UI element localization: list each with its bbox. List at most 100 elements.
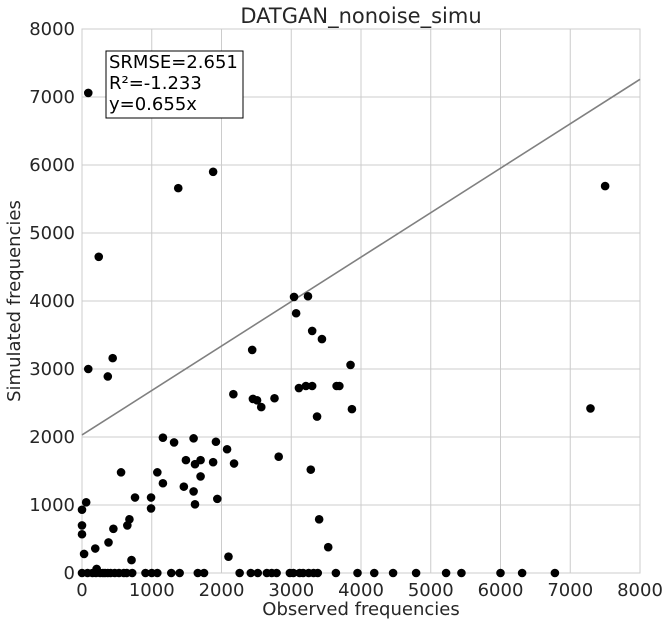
stats-r2: R²=-1.233 [109, 73, 202, 94]
x-axis-label: Observed frequencies [262, 599, 459, 620]
data-point [335, 381, 344, 391]
data-point [312, 412, 322, 421]
data-point [314, 514, 324, 524]
y-tick-labels: 0 1000 2000 3000 4000 5000 6000 7000 8000 [29, 19, 75, 584]
data-point [586, 404, 595, 413]
stats-box: SRMSE=2.651 R²=-1.233 y=0.655x [105, 50, 244, 119]
data-point [169, 438, 179, 447]
data-point [79, 549, 89, 559]
data-point [211, 437, 221, 447]
x-tick-label: 7000 [547, 580, 593, 601]
data-point [208, 457, 218, 467]
data-point [94, 252, 104, 262]
data-point [301, 381, 311, 391]
data-point [127, 555, 136, 565]
data-point [256, 402, 266, 412]
data-point [291, 308, 301, 318]
data-point [229, 459, 239, 468]
x-tick-label: 0 [76, 580, 87, 601]
data-point [457, 568, 466, 578]
data-point [189, 434, 198, 443]
data-point [127, 568, 137, 578]
data-point [347, 404, 357, 414]
y-tick-label: 3000 [29, 359, 75, 380]
data-point [109, 524, 118, 534]
data-point [77, 529, 87, 539]
data-point [222, 444, 232, 454]
data-point [81, 497, 91, 507]
x-tick-label: 3000 [268, 580, 314, 601]
x-tick-label: 2000 [199, 580, 245, 601]
data-point [158, 478, 168, 488]
data-point [346, 360, 355, 370]
data-point [189, 487, 198, 496]
stats-box-frame [105, 50, 244, 119]
y-tick-label: 5000 [29, 223, 75, 244]
y-axis-label: Simulated frequencies [4, 200, 25, 402]
data-point [411, 568, 421, 578]
data-point [235, 568, 244, 578]
data-point [246, 568, 256, 578]
data-point [270, 393, 279, 403]
data-point [369, 568, 379, 578]
data-point [166, 568, 176, 578]
data-point [272, 568, 281, 578]
stats-srmse: SRMSE=2.651 [109, 52, 238, 73]
data-point [313, 568, 323, 578]
data-point [496, 568, 505, 578]
x-tick-labels: 0 1000 2000 3000 4000 5000 6000 7000 8000 [76, 580, 663, 601]
data-point [274, 452, 283, 462]
data-points [77, 88, 610, 578]
y-tick-label: 8000 [29, 19, 75, 40]
x-tick-label: 5000 [408, 580, 454, 601]
data-point [550, 568, 560, 578]
data-point [517, 568, 527, 578]
data-point [77, 505, 87, 515]
fit-line [81, 78, 641, 436]
data-point [307, 381, 317, 391]
x-tick-label: 1000 [129, 580, 175, 601]
data-point [224, 552, 233, 561]
data-point [317, 334, 327, 344]
data-point [83, 364, 93, 374]
data-point [303, 291, 313, 301]
x-tick-label: 4000 [338, 580, 384, 601]
data-point [196, 472, 205, 481]
data-point [130, 493, 140, 502]
data-point [289, 568, 298, 578]
data-point [141, 568, 150, 578]
data-point [103, 372, 113, 381]
y-tick-label: 2000 [29, 427, 75, 448]
data-point [104, 538, 113, 547]
data-point [199, 568, 209, 578]
data-point [229, 389, 238, 399]
data-point [196, 455, 205, 465]
data-point [289, 292, 299, 302]
data-point [213, 494, 222, 504]
data-point [323, 542, 333, 552]
y-tick-label: 7000 [29, 87, 75, 108]
data-point [116, 468, 126, 477]
data-point [306, 465, 316, 474]
data-point [158, 433, 168, 442]
data-point [153, 568, 162, 578]
data-point [175, 568, 184, 578]
data-point [173, 183, 183, 193]
x-tick-label: 8000 [617, 580, 663, 601]
data-point [252, 395, 262, 405]
data-point [294, 383, 304, 393]
data-point [208, 167, 218, 177]
data-point [146, 504, 156, 513]
data-point [441, 568, 451, 578]
data-point [307, 326, 317, 336]
data-point [253, 568, 263, 578]
data-point [353, 568, 362, 578]
chart-title: DATGAN_nonoise_simu [240, 4, 481, 29]
data-point [388, 568, 398, 578]
data-point [181, 455, 191, 465]
data-point [247, 345, 257, 355]
data-point [179, 482, 189, 491]
y-tick-label: 1000 [29, 495, 75, 516]
y-tick-label: 6000 [29, 155, 75, 176]
